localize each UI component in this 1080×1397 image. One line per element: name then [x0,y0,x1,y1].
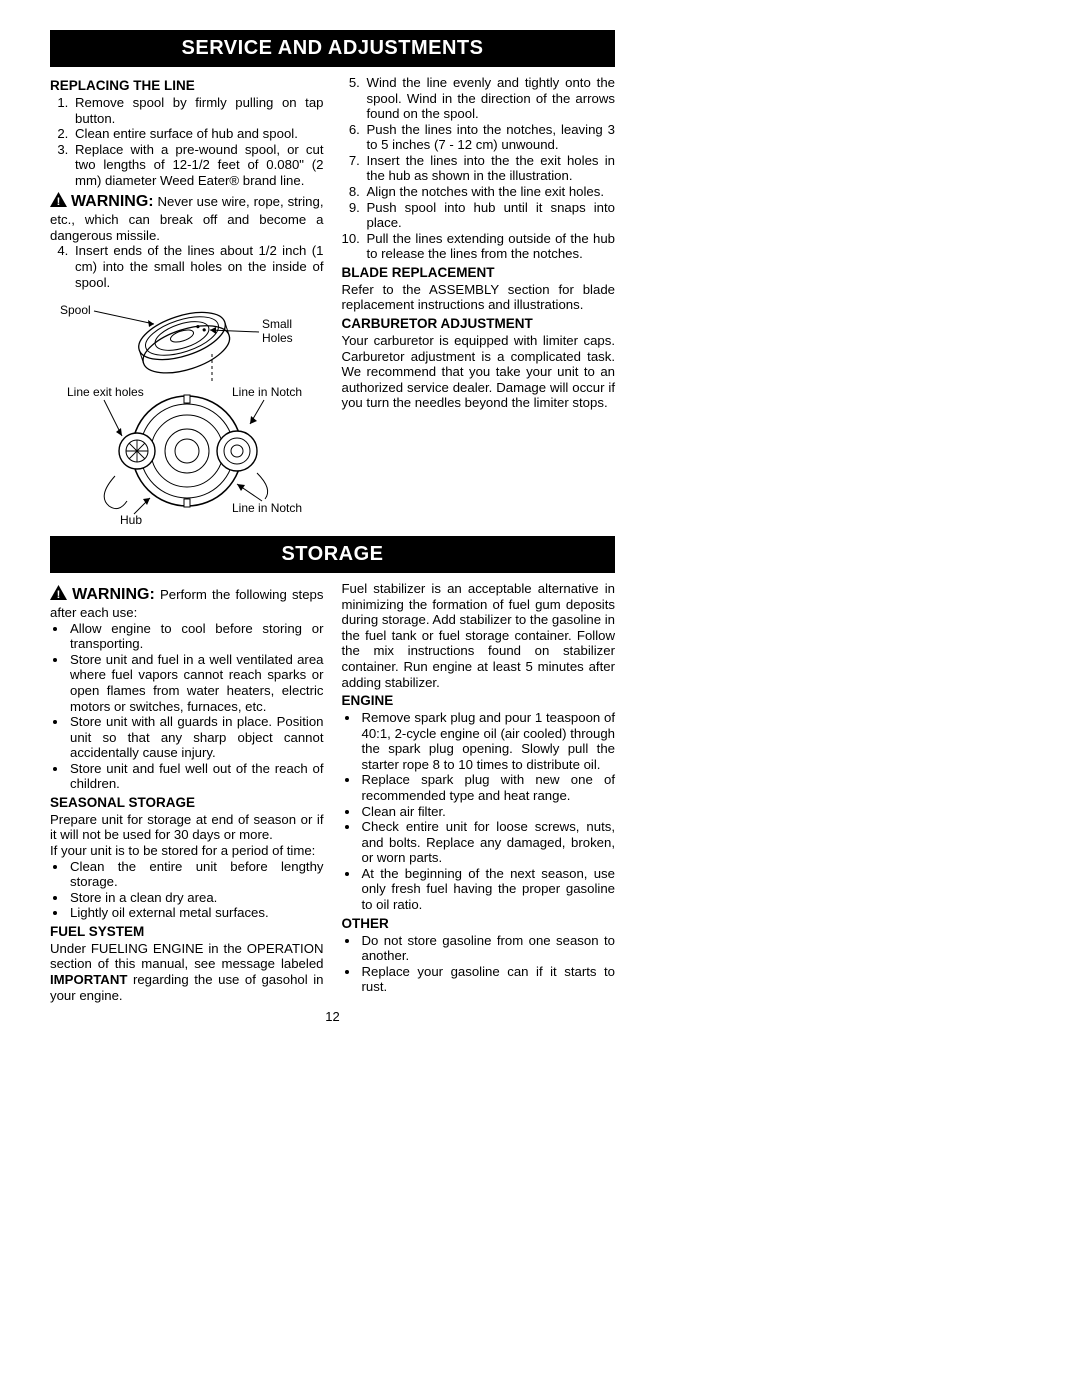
section-banner-service: SERVICE AND ADJUSTMENTS [50,30,615,67]
list-item: Do not store gasoline from one season to… [360,933,616,964]
step-5: Wind the line evenly and tightly onto th… [364,75,616,122]
heading-replacing-line: REPLACING THE LINE [50,78,324,94]
svg-text:!: ! [57,589,61,600]
step-3: Replace with a pre-wound spool, or cut t… [72,142,324,189]
warning-label: WARNING: [72,586,155,603]
seasonal-p1: Prepare unit for storage at end of seaso… [50,812,324,843]
list-item: Allow engine to cool before storing or t… [68,621,324,652]
label-line-notch2: Line in Notch [232,501,302,515]
step-10: Pull the lines extending outside of the … [364,231,616,262]
fuel-p1a: Under FUELING ENGINE in the OPERATION se… [50,941,324,972]
step-7: Insert the lines into the the exit holes… [364,153,616,184]
label-small: Small [262,317,292,331]
step-8: Align the notches with the line exit hol… [364,184,616,200]
warning-label: WARNING: [71,193,154,210]
step-4: Insert ends of the lines about 1/2 inch … [72,243,324,290]
list-item: Replace your gasoline can if it starts t… [360,964,616,995]
list-item: Lightly oil external metal surfaces. [68,905,324,921]
other-bullets: Do not store gasoline from one season to… [342,933,616,995]
list-item: Replace spark plug with new one of recom… [360,772,616,803]
list-item: Clean the entire unit before lengthy sto… [68,859,324,890]
content-area: SERVICE AND ADJUSTMENTS REPLACING THE LI… [50,30,615,1024]
step-9: Push spool into hub until it snaps into … [364,200,616,231]
manual-page: SERVICE AND ADJUSTMENTS REPLACING THE LI… [0,0,1080,1397]
list-item: Store unit with all guards in place. Pos… [68,714,324,761]
warning-icon: ! [50,585,67,604]
blade-text: Refer to the ASSEMBLY section for blade … [342,282,616,313]
storage-bullets-1: Allow engine to cool before storing or t… [50,621,324,792]
label-holes: Holes [262,331,293,345]
label-line-exit: Line exit holes [67,385,144,399]
heading-fuel: FUEL SYSTEM [50,924,324,940]
warning-1: ! WARNING: Never use wire, rope, string,… [50,192,324,243]
storage-bullets-2: Clean the entire unit before lengthy sto… [50,859,324,921]
label-hub: Hub [120,513,142,526]
list-item: At the beginning of the next season, use… [360,866,616,913]
page-number: 12 [50,1009,615,1024]
list-item: Clean air filter. [360,804,616,820]
heading-other: OTHER [342,916,616,932]
fuel-p1: Under FUELING ENGINE in the OPERATION se… [50,941,324,1003]
heading-engine: ENGINE [342,693,616,709]
replacing-steps-1: Remove spool by firmly pulling on tap bu… [50,95,324,188]
list-item: Store in a clean dry area. [68,890,324,906]
storage-columns: ! WARNING: Perform the following steps a… [50,581,615,1003]
warning-icon: ! [50,192,67,211]
spool-diagram: Spool Small Holes [50,296,324,526]
service-columns: REPLACING THE LINE Remove spool by firml… [50,75,615,526]
heading-blade: BLADE REPLACEMENT [342,265,616,281]
label-spool: Spool [60,303,91,317]
list-item: Remove spark plug and pour 1 teaspoon of… [360,710,616,772]
list-item: Check entire unit for loose screws, nuts… [360,819,616,866]
heading-carb: CARBURETOR ADJUSTMENT [342,316,616,332]
carb-text: Your carburetor is equipped with limiter… [342,333,616,411]
heading-seasonal: SEASONAL STORAGE [50,795,324,811]
step-1: Remove spool by firmly pulling on tap bu… [72,95,324,126]
list-item: Store unit and fuel well out of the reac… [68,761,324,792]
step-6: Push the lines into the notches, leaving… [364,122,616,153]
section-banner-storage: STORAGE [50,536,615,573]
svg-text:!: ! [57,196,61,207]
step-2: Clean entire surface of hub and spool. [72,126,324,142]
replacing-steps-2: Insert ends of the lines about 1/2 inch … [50,243,324,290]
label-line-notch1: Line in Notch [232,385,302,399]
engine-bullets: Remove spark plug and pour 1 teaspoon of… [342,710,616,913]
fuel-p2: Fuel stabilizer is an acceptable alterna… [342,581,616,690]
fuel-important: IMPORTANT [50,972,127,987]
warning-2: ! WARNING: Perform the following steps a… [50,585,324,620]
diagram-svg: Spool Small Holes [52,296,322,526]
seasonal-p2: If your unit is to be stored for a perio… [50,843,324,859]
list-item: Store unit and fuel in a well ventilated… [68,652,324,714]
replacing-steps-3: Wind the line evenly and tightly onto th… [342,75,616,262]
